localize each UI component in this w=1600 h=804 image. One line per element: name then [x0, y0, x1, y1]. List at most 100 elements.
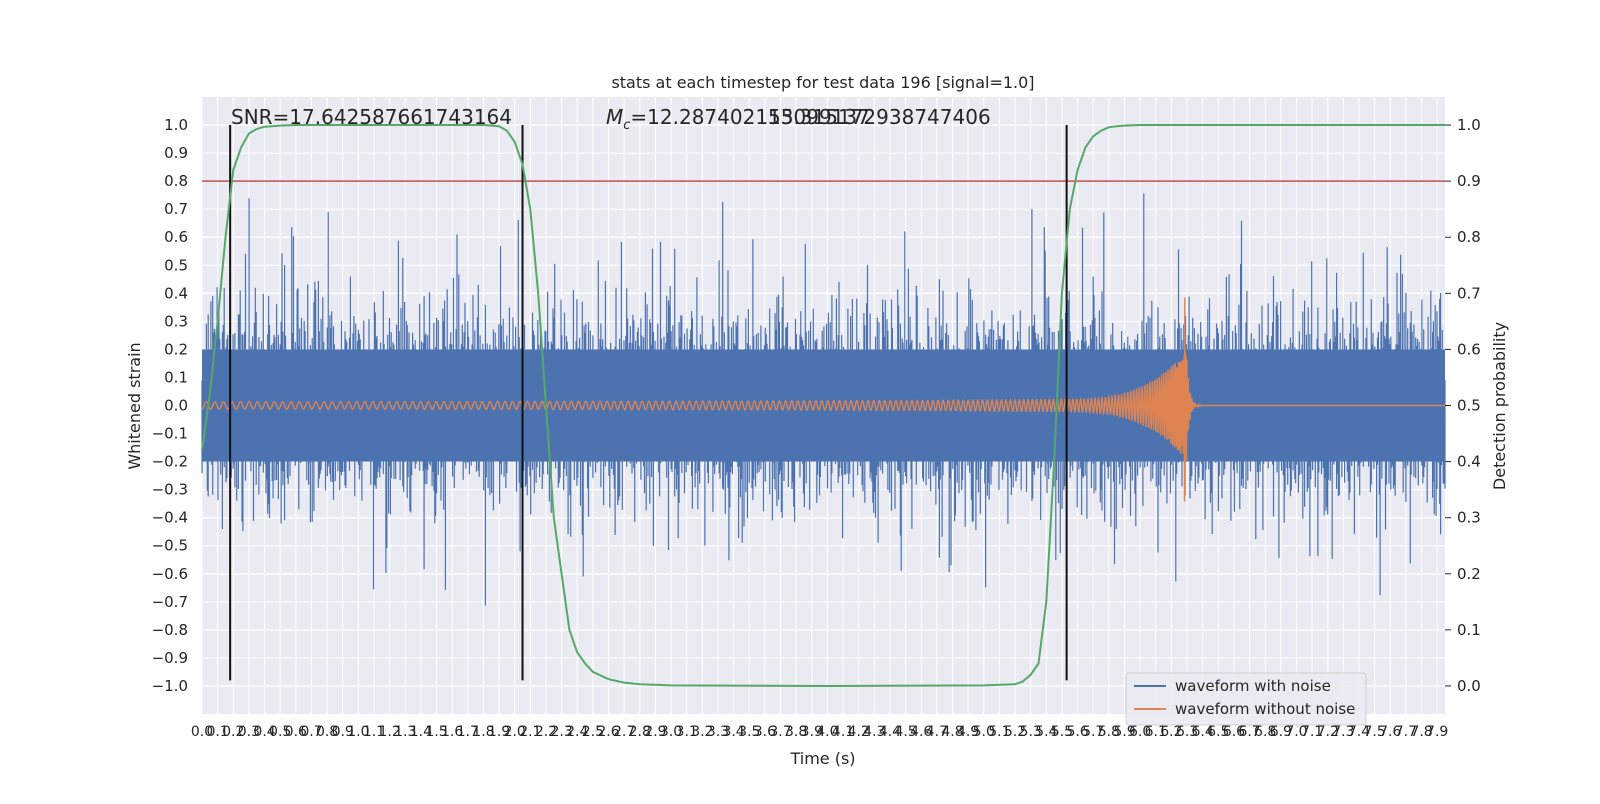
y-right-tick-label-5: 0.5: [1457, 397, 1481, 415]
x-tick-label-53: 5.3: [1020, 724, 1042, 740]
y-left-tick-label-10: 0.0: [164, 397, 188, 415]
y-left-tick-label-3: 0.7: [164, 200, 188, 218]
clean-waveform-line: [201, 297, 1445, 502]
y-left-tick-label-20: −1.0: [152, 677, 188, 695]
y-left-tick-label-4: 0.6: [164, 228, 188, 246]
y-right-tick-label-2: 0.8: [1457, 228, 1481, 246]
x-tick-label-73: 7.3: [1332, 724, 1354, 740]
y-axis-label-left: Whitened strain: [125, 342, 144, 469]
x-tick-label-9: 0.9: [332, 724, 354, 740]
y-right-tick-label-9: 0.1: [1457, 621, 1481, 639]
chirp-mass-annotation: Mc=12.287402153099137: [606, 105, 870, 133]
x-tick-label-19: 1.9: [488, 724, 510, 740]
overlay-lines: [201, 124, 1445, 688]
x-tick-label-21: 2.1: [519, 724, 541, 740]
y-left-tick-label-6: 0.4: [164, 284, 188, 302]
chirp-mass-symbol: M: [606, 105, 623, 129]
x-tick-label-59: 5.9: [1113, 724, 1135, 740]
x-tick-label-60: 6.0: [1129, 724, 1151, 740]
y-left-tick-label-19: −0.9: [152, 649, 188, 667]
x-tick-label-75: 7.5: [1364, 724, 1386, 740]
x-tick-label-41: 4.1: [832, 724, 854, 740]
x-tick-label-16: 1.6: [441, 724, 463, 740]
x-tick-label-77: 7.7: [1395, 724, 1417, 740]
x-tick-label-54: 5.4: [1035, 724, 1057, 740]
y-right-tick-label-8: 0.2: [1457, 565, 1481, 583]
legend: waveform with noise waveform without noi…: [1125, 672, 1367, 726]
x-tick-label-74: 7.4: [1348, 724, 1370, 740]
y-right-tick-label-1: 0.9: [1457, 172, 1481, 190]
x-tick-label-29: 2.9: [644, 724, 666, 740]
y-right-axis-ticks: 1.0 0.9 0.8 0.7 0.6 0.5 0.4 0.3 0.2 0.1 0.0: [1445, 116, 1481, 695]
x-tick-label-7: 0.7: [300, 724, 322, 740]
x-tick-label-31: 3.1: [676, 724, 698, 740]
x-tick-label-45: 4.5: [894, 724, 916, 740]
x-tick-label-69: 6.9: [1270, 724, 1292, 740]
x-tick-label-23: 2.3: [550, 724, 572, 740]
x-tick-label-46: 4.6: [910, 724, 932, 740]
x-tick-label-30: 3.0: [660, 724, 682, 740]
x-tick-label-62: 6.2: [1160, 724, 1182, 740]
snr-annotation: SNR=17.642587661743164: [231, 105, 512, 129]
x-tick-label-0: 0.0: [191, 724, 213, 740]
y-left-tick-label-16: −0.6: [152, 565, 188, 583]
chirp-mass-value: =12.287402153099137: [630, 105, 869, 129]
legend-label-clean: waveform without noise: [1175, 700, 1355, 718]
x-tick-label-10: 1.0: [347, 724, 369, 740]
x-tick-label-33: 3.3: [707, 724, 729, 740]
x-tick-label-58: 5.8: [1098, 724, 1120, 740]
x-tick-label-11: 1.1: [363, 724, 385, 740]
x-tick-label-51: 5.1: [988, 724, 1010, 740]
x-tick-label-32: 3.2: [691, 724, 713, 740]
x-tick-label-76: 7.6: [1379, 724, 1401, 740]
x-tick-label-65: 6.5: [1207, 724, 1229, 740]
x-tick-label-78: 7.8: [1410, 724, 1432, 740]
y-left-tick-label-1: 0.9: [164, 144, 188, 162]
y-left-tick-label-9: 0.1: [164, 368, 188, 386]
x-tick-label-57: 5.7: [1082, 724, 1104, 740]
x-tick-label-66: 6.6: [1223, 724, 1245, 740]
x-tick-label-67: 6.7: [1238, 724, 1260, 740]
y-left-tick-label-12: −0.2: [152, 453, 188, 471]
x-tick-label-3: 0.3: [238, 724, 260, 740]
y-left-tick-label-0: 1.0: [164, 116, 188, 134]
y-left-tick-label-7: 0.3: [164, 312, 188, 330]
x-tick-label-72: 7.2: [1317, 724, 1339, 740]
x-tick-label-2: 0.2: [222, 724, 244, 740]
y-left-axis-ticks: 1.0 0.9 0.8 0.7 0.6 0.5 0.4 0.3 0.2 0.1 0.0 −0.1 −0.…: [152, 116, 188, 695]
y-left-tick-label-15: −0.5: [152, 537, 188, 555]
y-left-tick-label-5: 0.5: [164, 256, 188, 274]
legend-frame: [1125, 672, 1367, 726]
x-axis-label: Time (s): [789, 749, 855, 768]
x-tick-label-28: 2.8: [629, 724, 651, 740]
x-tick-label-52: 5.2: [1004, 724, 1026, 740]
x-tick-label-1: 0.1: [207, 724, 229, 740]
x-tick-label-36: 3.6: [754, 724, 776, 740]
x-tick-label-44: 4.4: [879, 724, 901, 740]
y-right-tick-label-10: 0.0: [1457, 677, 1481, 695]
y-left-tick-label-18: −0.8: [152, 621, 188, 639]
x-tick-label-71: 7.1: [1301, 724, 1323, 740]
x-tick-label-64: 6.4: [1192, 724, 1214, 740]
x-tick-label-40: 4.0: [816, 724, 838, 740]
legend-label-noisy: waveform with noise: [1175, 677, 1331, 695]
y-right-tick-label-6: 0.4: [1457, 453, 1481, 471]
x-tick-label-26: 2.6: [597, 724, 619, 740]
y-left-tick-label-13: −0.3: [152, 481, 188, 499]
x-tick-label-8: 0.8: [316, 724, 338, 740]
x-tick-label-25: 2.5: [582, 724, 604, 740]
detection-probability-line: [201, 124, 1445, 688]
y-right-tick-label-4: 0.6: [1457, 340, 1481, 358]
y-right-tick-label-7: 0.3: [1457, 509, 1481, 527]
x-tick-label-13: 1.3: [394, 724, 416, 740]
x-tick-label-49: 4.9: [957, 724, 979, 740]
x-tick-label-50: 5.0: [973, 724, 995, 740]
x-tick-label-42: 4.2: [848, 724, 870, 740]
x-tick-label-35: 3.5: [738, 724, 760, 740]
x-tick-label-4: 0.4: [253, 724, 275, 740]
x-tick-label-27: 2.7: [613, 724, 635, 740]
x-tick-label-39: 3.9: [801, 724, 823, 740]
x-tick-label-55: 5.5: [1051, 724, 1073, 740]
x-tick-label-37: 3.7: [769, 724, 791, 740]
